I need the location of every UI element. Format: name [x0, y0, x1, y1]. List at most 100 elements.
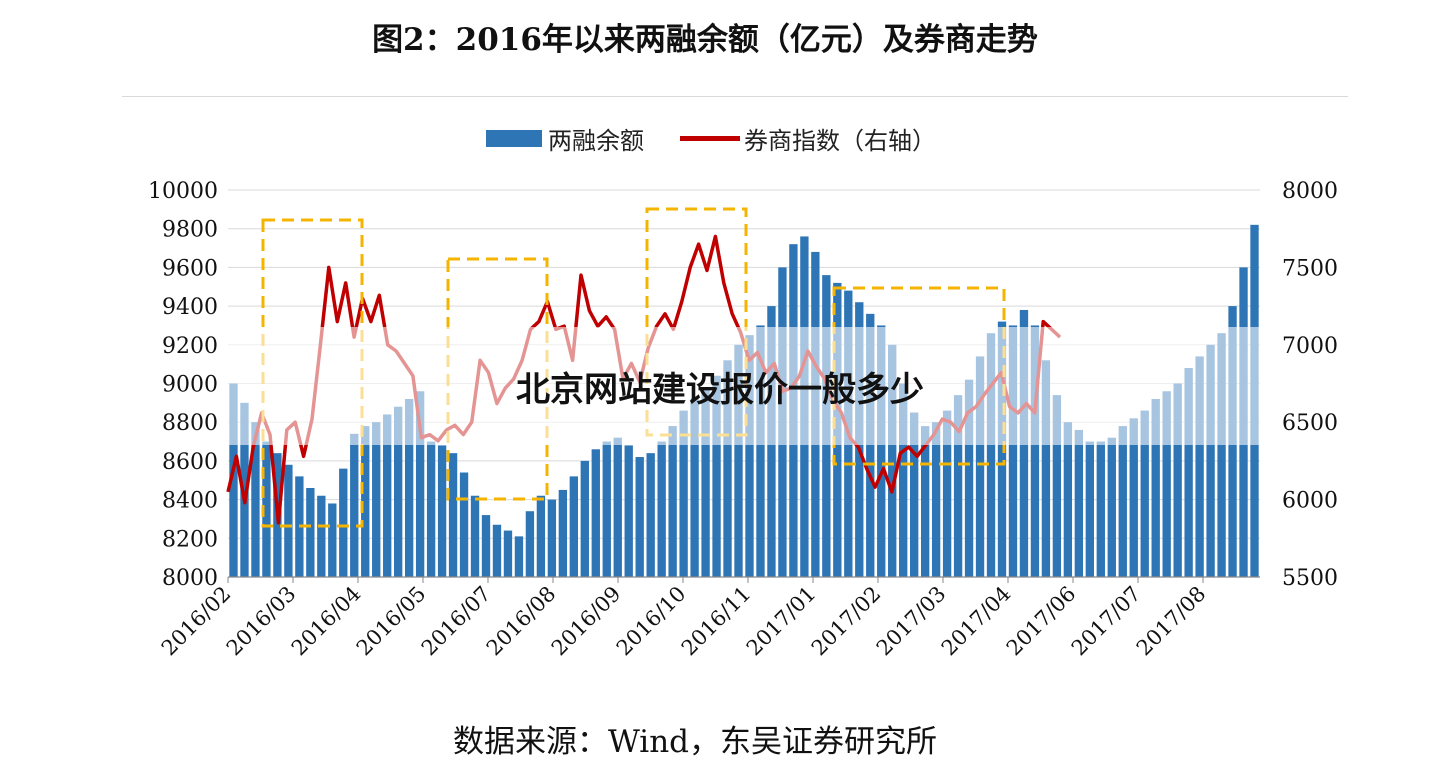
x-tick-label: 2017/06	[1002, 582, 1081, 661]
bar-mark	[547, 499, 557, 577]
bar-mark	[953, 395, 963, 577]
bar-mark	[448, 453, 458, 577]
bar-mark	[1151, 398, 1160, 577]
bar-mark	[1074, 429, 1084, 577]
y-right-tick-label: 7500	[1282, 256, 1338, 281]
bar-mark	[690, 398, 699, 577]
bar-mark	[877, 325, 886, 577]
bar-mark	[437, 445, 447, 577]
bar-mark	[1118, 426, 1127, 577]
bar-mark	[1195, 356, 1204, 577]
bar-mark	[1107, 437, 1116, 577]
x-tick-label: 2016/09	[547, 582, 626, 661]
bar-mark	[514, 536, 524, 577]
bar-mark	[317, 495, 326, 577]
bar-mark	[723, 360, 732, 577]
bar-mark	[569, 476, 579, 577]
bar-mark	[415, 391, 425, 577]
bar-mark	[350, 433, 359, 577]
bar-mark	[909, 412, 919, 577]
bar-mark	[284, 464, 293, 577]
legend-label-line: 券商指数（右轴）	[744, 126, 936, 155]
y-right-tick-label: 6500	[1282, 411, 1338, 436]
bar-mark	[536, 495, 546, 577]
bar-mark	[635, 457, 644, 577]
x-tick-label: 2016/04	[287, 582, 366, 661]
y-left-tick-label: 10000	[148, 179, 218, 204]
bar-mark	[1206, 344, 1215, 577]
bar-mark	[602, 441, 611, 577]
y-left-tick-label: 9600	[162, 256, 218, 281]
bar-mark	[251, 422, 260, 577]
bar-mark	[712, 375, 721, 577]
x-tick-label: 2016/07	[417, 582, 496, 661]
bar-mark	[492, 524, 502, 577]
bar-mark	[646, 453, 655, 577]
bar-mark	[558, 489, 568, 577]
x-tick-label: 2016/10	[612, 582, 691, 661]
bar-mark	[426, 441, 436, 577]
bar-mark	[1052, 395, 1062, 577]
bar-mark	[624, 445, 633, 577]
bar-mark	[591, 449, 600, 577]
y-left-tick-label: 9400	[162, 295, 218, 320]
bar-mark	[372, 422, 381, 577]
bar-mark	[975, 356, 985, 577]
title-rule	[122, 96, 1348, 97]
bar-mark	[229, 383, 238, 577]
y-left-tick-label: 8000	[162, 566, 218, 591]
x-tick-label: 2016/08	[482, 582, 561, 661]
bar-mark	[361, 426, 370, 577]
bar-mark	[306, 487, 315, 577]
bar-mark	[1140, 410, 1149, 577]
x-tick-label: 2017/02	[807, 582, 886, 661]
y-right-tick-label: 5500	[1282, 566, 1338, 591]
x-tick-label: 2017/01	[742, 582, 821, 661]
bar-mark	[1063, 422, 1073, 577]
bar-mark	[888, 344, 897, 577]
bar-mark	[657, 441, 666, 577]
figure-title: 图2：2016年以来两融余额（亿元）及券商走势	[372, 22, 1038, 58]
highlight-box	[645, 207, 748, 437]
bar-mark	[997, 321, 1007, 577]
bar-mark	[1030, 325, 1040, 577]
y-left-tick-label: 8800	[162, 411, 218, 436]
y-left-tick-label: 9800	[162, 218, 218, 243]
bar-mark	[1129, 418, 1138, 577]
bar-mark	[745, 335, 754, 577]
legend-swatch-bar	[486, 129, 542, 147]
bar-mark	[1173, 383, 1182, 577]
bar-mark	[339, 468, 348, 577]
bar-mark	[899, 383, 908, 577]
bar-mark	[404, 398, 414, 577]
x-tick-label: 2016/02	[157, 582, 236, 661]
bar-mark	[1217, 333, 1226, 577]
bar-mark	[1162, 391, 1171, 577]
bar-mark	[866, 313, 875, 577]
y-right-tick-label: 7000	[1282, 334, 1338, 359]
x-tick-label: 2017/08	[1132, 582, 1211, 661]
bar-mark	[240, 402, 249, 577]
y-right-tick-label: 8000	[1282, 179, 1338, 204]
y-left-tick-label: 8600	[162, 450, 218, 475]
bar-mark	[679, 410, 688, 577]
bar-mark	[756, 325, 765, 577]
legend-label-bar: 两融余额	[548, 126, 644, 155]
legend-swatch-line	[680, 135, 740, 141]
bar-mark	[613, 437, 622, 577]
bar-mark	[668, 426, 677, 577]
x-tick-label: 2016/03	[222, 582, 301, 661]
bar-mark	[734, 344, 743, 577]
bar-mark	[1008, 325, 1018, 577]
y-left-tick-label: 8200	[162, 527, 218, 552]
figure-source: 数据来源：Wind，东吴证券研究所	[452, 724, 938, 760]
bar-mark	[262, 441, 271, 577]
x-tick-label: 2017/07	[1067, 582, 1146, 661]
bar-mark	[1184, 368, 1193, 577]
bar-mark	[964, 379, 974, 577]
bar-mark	[986, 333, 996, 577]
bar-mark	[1085, 441, 1095, 577]
bar-mark	[393, 406, 403, 577]
bar-mark	[701, 387, 710, 577]
chart-legend: 两融余额 券商指数（右轴）	[486, 122, 936, 155]
